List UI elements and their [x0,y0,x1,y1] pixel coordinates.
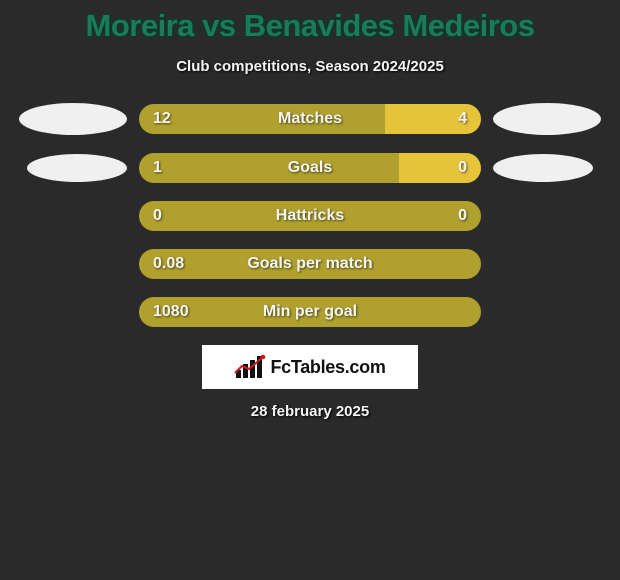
page-title: Moreira vs Benavides Medeiros [0,8,620,44]
bar-segment-left [139,153,399,183]
player-left-oval [27,154,127,182]
date-line: 28 february 2025 [0,403,620,420]
stat-bar: 1 Goals 0 [139,153,481,183]
logo-inner: FcTables.com [234,354,385,380]
stat-row-matches: 12 Matches 4 [0,103,620,135]
stat-value-right: 0 [458,207,467,225]
stat-value-right: 0 [458,159,467,177]
barchart-icon [234,354,268,380]
logo-box[interactable]: FcTables.com [202,345,418,389]
stat-value-right: 4 [458,110,467,128]
player-right-oval [493,103,601,135]
stat-label: Matches [278,110,342,128]
stat-bar: 0 Hattricks 0 [139,201,481,231]
logo-text: FcTables.com [270,357,385,378]
comparison-widget: Moreira vs Benavides Medeiros Club compe… [0,0,620,420]
stat-label: Goals [288,159,332,177]
bar-segment-right [399,153,481,183]
stat-bar: 1080 Min per goal [139,297,481,327]
player-right-oval [493,154,593,182]
player-left-oval [19,103,127,135]
stat-value-left: 0.08 [153,255,184,273]
stat-bar: 0.08 Goals per match [139,249,481,279]
stat-row-mpg: 1080 Min per goal [0,297,620,327]
subtitle: Club competitions, Season 2024/2025 [0,58,620,75]
stat-value-left: 0 [153,207,162,225]
stat-value-left: 1 [153,159,162,177]
stat-row-goals: 1 Goals 0 [0,153,620,183]
stat-label: Hattricks [276,207,344,225]
bar-segment-left [139,104,385,134]
stat-row-gpm: 0.08 Goals per match [0,249,620,279]
stat-row-hattricks: 0 Hattricks 0 [0,201,620,231]
stat-value-left: 12 [153,110,171,128]
stat-value-left: 1080 [153,303,189,321]
stat-bar: 12 Matches 4 [139,104,481,134]
stat-label: Min per goal [263,303,357,321]
stat-label: Goals per match [247,255,372,273]
